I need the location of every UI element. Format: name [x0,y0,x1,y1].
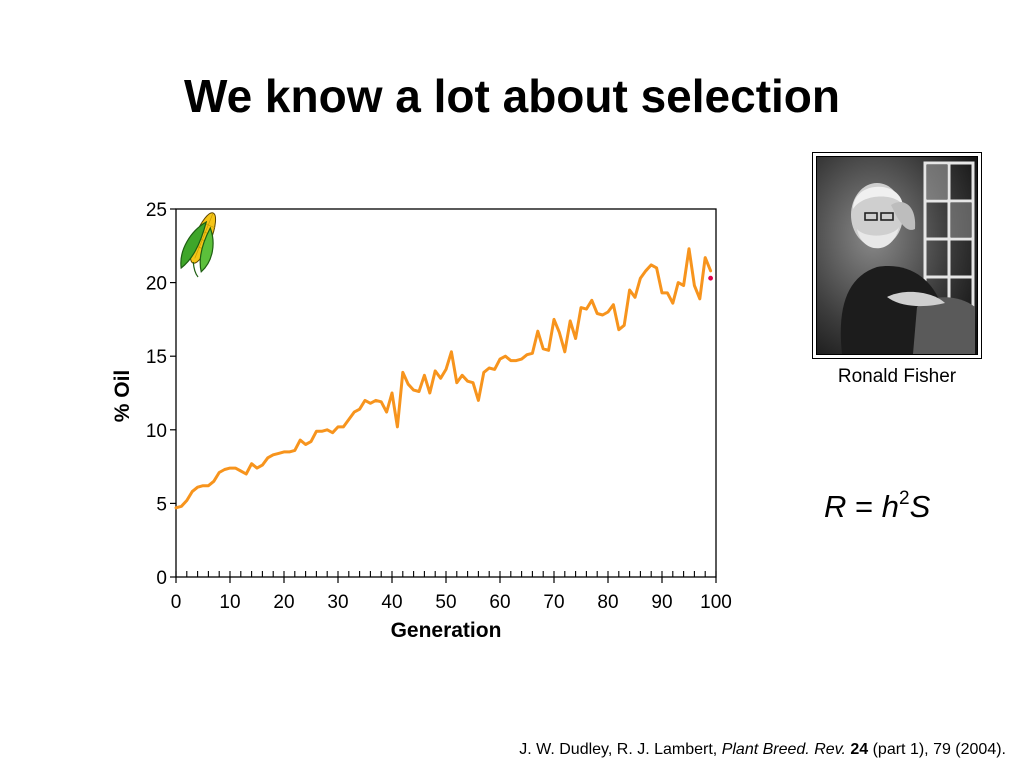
y-tick-label: 20 [146,274,167,295]
plot-frame [175,208,717,578]
y-tick-label: 10 [146,421,167,442]
citation-authors: J. W. Dudley, R. J. Lambert, [519,741,722,758]
x-tick-label: 80 [597,592,618,613]
x-tick-label: 50 [435,592,456,613]
x-axis-ticks: 0 10 20 30 40 50 60 70 80 90 100 [171,577,732,613]
portrait-photo [816,156,978,355]
equation-equals: = [846,489,882,524]
x-tick-label: 100 [700,592,732,613]
x-tick-label: 30 [327,592,348,613]
x-tick-label: 20 [273,592,294,613]
citation-rest: (part 1), 79 (2004). [868,741,1006,758]
citation-journal: Plant Breed. Rev. [721,741,846,758]
x-tick-label: 10 [219,592,240,613]
photo-ronald-fisher [812,152,982,359]
x-tick-label: 40 [381,592,402,613]
x-tick-label: 90 [651,592,672,613]
breeders-equation: R = h2S [824,488,930,525]
y-tick-label: 15 [146,347,167,368]
citation: J. W. Dudley, R. J. Lambert, Plant Breed… [519,741,1006,759]
y-tick-label: 25 [146,200,167,221]
y-axis-ticks: 0 5 10 15 20 25 [146,200,176,589]
series-end-marker [708,275,713,281]
slide-title: We know a lot about selection [183,70,841,122]
x-tick-label: 0 [171,592,182,613]
x-minor-ticks [175,571,717,577]
equation-response: R [824,489,847,524]
series-line-oil [174,247,713,510]
y-axis-title: % Oil [111,370,134,423]
x-tick-label: 70 [543,592,564,613]
y-tick-label: 5 [156,494,167,515]
x-tick-label: 60 [489,592,510,613]
citation-volume: 24 [850,741,869,758]
equation-exponent: 2 [898,488,910,509]
equation-heritability: h [881,489,899,524]
y-tick-label: 0 [156,568,167,589]
oil-selection-chart: 0 5 10 15 20 25 0 10 20 30 40 50 60 70 80 90 100 Genera… [111,200,732,642]
photo-caption: Ronald Fisher [837,366,957,387]
corn-cob-icon [180,212,217,278]
equation-selection: S [909,489,931,524]
x-axis-title: Generation [391,619,502,642]
